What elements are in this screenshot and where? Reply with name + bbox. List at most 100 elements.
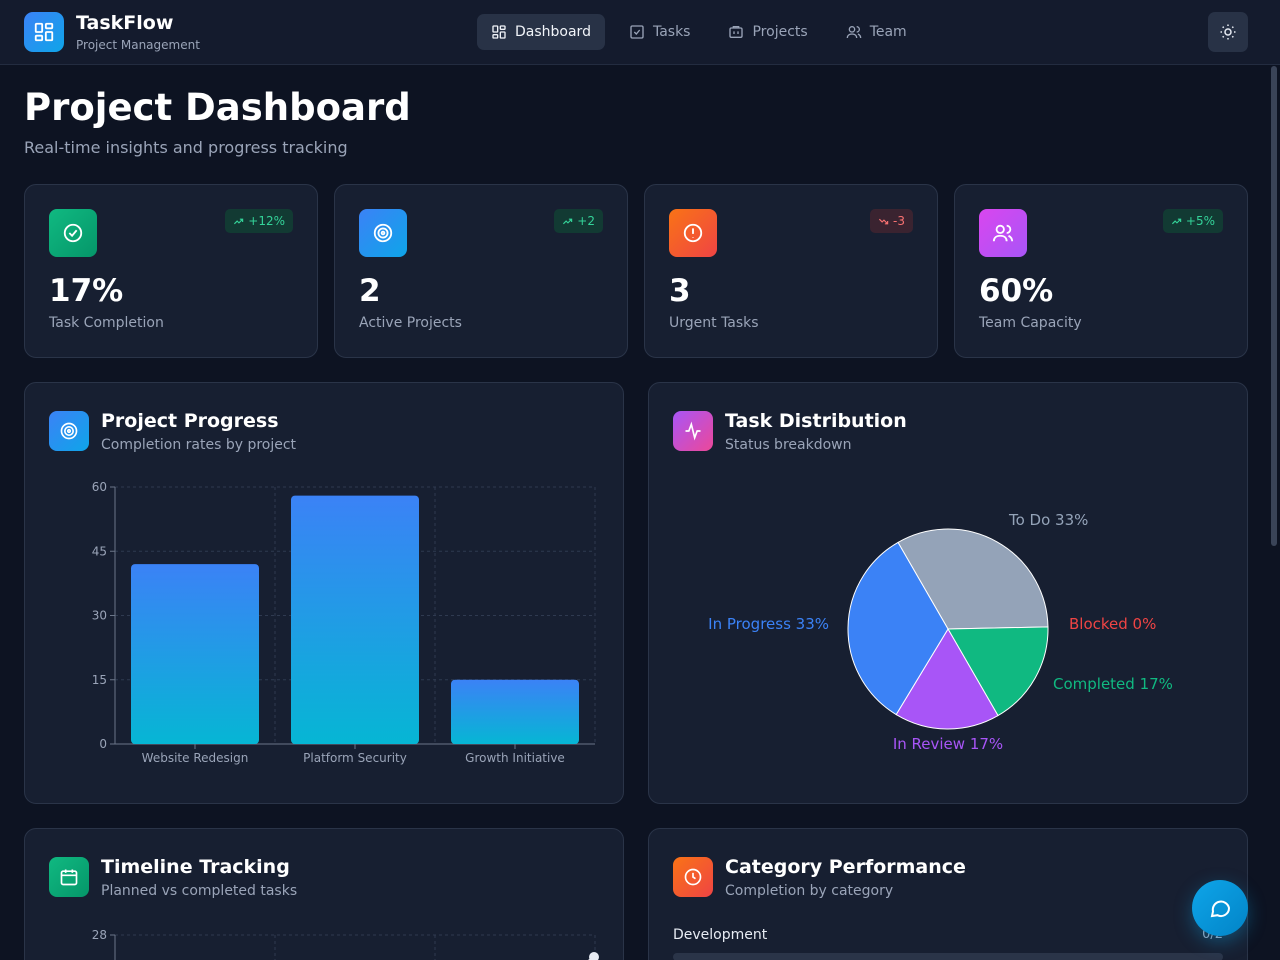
panel-icon-box [49,857,89,897]
stat-card-team-capacity: +5% 60% Team Capacity [954,184,1248,358]
y-tick-label: 15 [92,673,107,687]
users-icon [992,224,1014,242]
trend-up-icon [234,218,244,224]
task-distribution-panel: Task Distribution Status breakdown To Do… [648,382,1248,804]
trend-badge: +2 [554,209,603,233]
panel-subtitle: Completion rates by project [101,437,297,453]
badge-text: +2 [577,214,595,228]
stat-icon-box [359,209,407,257]
panel-subtitle: Completion by category [725,883,894,899]
badge-text: +12% [248,214,285,228]
bar[interactable] [131,564,259,744]
task-distribution-chart: To Do 33% Blocked 0% Completed 17% In Revie… [708,511,1173,753]
pie-slice-label: To Do 33% [1008,511,1088,529]
timeline-tracking-chart: 28 [92,928,599,960]
page-subtitle: Real-time insights and progress tracking [24,138,348,157]
stat-label: Active Projects [359,315,462,331]
nav-team[interactable]: Team [832,14,921,50]
panel-icon-box [49,411,89,451]
stat-icon-box [49,209,97,257]
checkbox-icon [630,25,644,39]
pie-slice-label: In Review 17% [893,735,1003,753]
y-tick-label: 0 [99,737,107,751]
panel-icon-box [673,857,713,897]
stat-icon-box [979,209,1027,257]
stat-value: 60% [979,273,1054,309]
pie-slice[interactable] [847,541,949,716]
y-tick-label: 28 [92,928,107,942]
top-header: TaskFlow Project Management Dashboard Ta… [0,0,1280,65]
chat-button[interactable] [1192,880,1248,936]
trend-down-icon [879,218,889,224]
x-tick-label: Growth Initiative [465,751,565,765]
x-tick-label: Website Redesign [142,751,249,765]
stat-label: Task Completion [49,315,164,331]
nav-projects[interactable]: Projects [714,14,821,50]
trend-badge: +12% [225,209,293,233]
x-tick-label: Platform Security [303,751,407,765]
check-circle-icon [63,223,83,243]
app-subtitle: Project Management [76,38,200,52]
y-tick-label: 30 [92,609,107,623]
nav-dashboard[interactable]: Dashboard [477,14,605,50]
project-progress-chart: 0 15 30 45 60 Website Redesign Platform Securi… [92,480,596,765]
clock-icon [684,868,702,886]
nav-label: Dashboard [515,24,591,40]
nav-label: Projects [752,24,808,40]
badge-text: +5% [1185,214,1215,228]
stat-value: 17% [49,273,124,309]
trend-badge: +5% [1162,209,1223,233]
target-icon [373,223,393,243]
sun-icon [1220,24,1236,40]
panel-title: Project Progress [101,410,279,432]
category-label: Development [673,927,768,943]
page-title: Project Dashboard [24,86,411,129]
users-icon [846,26,862,39]
bar[interactable] [291,495,419,744]
panel-title: Task Distribution [725,410,907,432]
y-tick-label: 45 [92,544,107,558]
stat-label: Team Capacity [979,315,1082,331]
stat-icon-box [669,209,717,257]
trend-up-icon [1171,218,1182,224]
target-icon [60,422,78,440]
folder-icon [729,26,744,38]
pie-slice[interactable] [895,628,999,730]
calendar-icon [60,869,78,886]
bar[interactable] [451,679,579,744]
panel-title: Timeline Tracking [101,856,290,878]
pie-slice[interactable] [947,626,1049,717]
pie-slice-label: In Progress 33% [708,615,829,633]
project-progress-panel: Project Progress Completion rates by pro… [24,382,624,804]
badge-text: -3 [893,214,905,228]
stat-value: 3 [669,273,691,309]
panel-title: Category Performance [725,856,966,878]
theme-toggle-button[interactable] [1208,12,1248,52]
page-scrollbar[interactable] [1271,66,1277,546]
nav-tasks[interactable]: Tasks [615,14,705,50]
app-logo[interactable] [24,12,64,52]
grid-icon [492,25,506,39]
stat-card-active-projects: +2 2 Active Projects [334,184,628,358]
trend-badge: -3 [870,209,913,233]
category-performance-panel: Category Performance Completion by categ… [648,828,1248,960]
stat-card-urgent-tasks: -3 3 Urgent Tasks [644,184,938,358]
panel-subtitle: Status breakdown [725,437,852,453]
pie-slice-label: Blocked 0% [1069,615,1156,633]
stat-card-task-completion: +12% 17% Task Completion [24,184,318,358]
app-title: TaskFlow [76,12,174,34]
pie-slice[interactable] [897,528,1049,630]
category-progress-track [673,953,1223,960]
timeline-tracking-panel: Timeline Tracking Planned vs completed t… [24,828,624,960]
panel-icon-box [673,411,713,451]
nav-label: Tasks [652,24,691,40]
grid-icon [34,22,54,42]
alert-icon [683,223,703,243]
panel-subtitle: Planned vs completed tasks [101,883,298,899]
pie-slice-label: Completed 17% [1053,675,1173,693]
chat-bubble-icon [1210,900,1231,918]
stat-value: 2 [359,273,381,309]
main-nav: Dashboard Tasks Projects Team [477,14,921,50]
y-tick-label: 60 [92,480,107,494]
activity-icon [685,421,701,441]
